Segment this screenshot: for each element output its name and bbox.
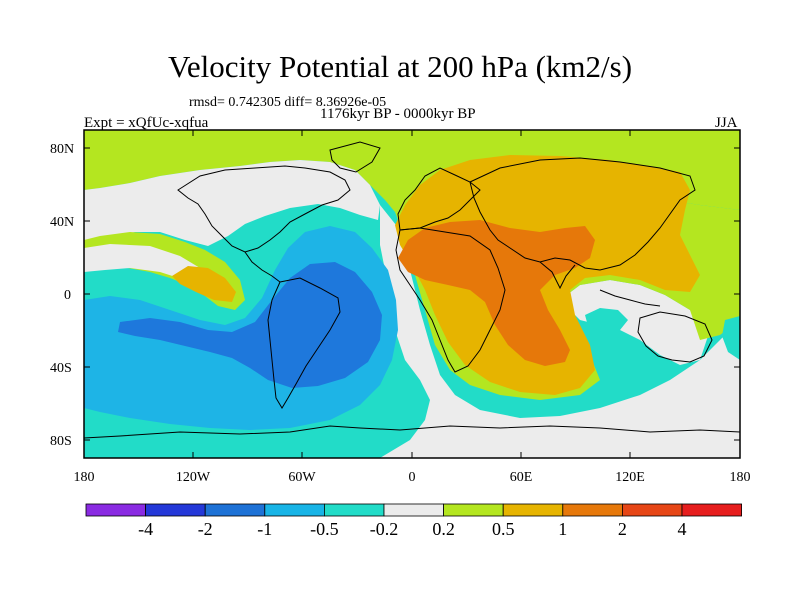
coastline-south-america <box>267 277 341 409</box>
field-strong-negative-core <box>118 262 382 388</box>
chart-title: Velocity Potential at 200 hPa (km2/s) <box>167 49 633 84</box>
colorbar-label: 1 <box>558 519 567 539</box>
colorbar-swatch <box>443 503 504 517</box>
x-tick-120w: 120W <box>176 470 211 485</box>
x-tick-60e: 60E <box>510 470 533 485</box>
colorbar-label: -4 <box>138 519 153 539</box>
y-tick-0: 0 <box>64 288 71 303</box>
x-tick-120e: 120E <box>615 470 645 485</box>
colorbar-label: 2 <box>618 519 627 539</box>
colorbar: -4 -2 -1 -0.5 -0.2 0.2 0.5 1 2 4 <box>85 503 742 539</box>
tick-marks <box>84 130 740 458</box>
experiment-label: Expt = xQfUc-xqfua <box>84 115 209 131</box>
colorbar-swatch <box>562 503 623 517</box>
coastline-india <box>539 261 576 290</box>
colorbar-swatch <box>383 503 444 517</box>
field-neutral-west-strip <box>84 244 228 300</box>
y-tick-40n: 40N <box>50 215 74 230</box>
coastlines <box>84 141 740 439</box>
time-period-label: 1176kyr BP - 0000kyr BP <box>320 106 476 122</box>
coastline-greenland <box>329 141 381 173</box>
coastline-australia <box>637 311 713 363</box>
colorbar-label: 0.5 <box>492 519 515 539</box>
rmsd-diff-stats: rmsd= 0.742305 diff= 8.36926e-05 <box>189 95 387 110</box>
colorbar-swatch <box>85 503 146 517</box>
coastline-indonesia <box>599 289 661 307</box>
field-weak-negative-edge <box>722 316 740 360</box>
colorbar-label: 4 <box>678 519 687 539</box>
coastline-north-america <box>177 165 351 253</box>
colorbar-swatch <box>204 503 266 517</box>
contour-field <box>84 130 740 458</box>
coastline-antarctica <box>84 425 740 439</box>
y-tick-40s: 40S <box>50 361 72 376</box>
colorbar-label: -2 <box>198 519 213 539</box>
colorbar-swatch <box>681 503 742 517</box>
colorbar-swatch <box>264 503 325 517</box>
season-label: JJA <box>715 115 738 131</box>
x-tick-180-left: 180 <box>74 470 95 485</box>
x-tick-60w: 60W <box>288 470 316 485</box>
y-tick-80n: 80N <box>50 142 74 157</box>
field-positive-west <box>172 266 236 302</box>
coastline-africa <box>395 227 506 373</box>
field-neutral-south <box>380 205 740 458</box>
colorbar-label: -1 <box>257 519 272 539</box>
field-neutral-east <box>560 280 710 365</box>
x-tick-0: 0 <box>409 470 416 485</box>
colorbar-swatch <box>323 503 385 517</box>
colorbar-swatch <box>145 503 206 517</box>
colorbar-label: 0.2 <box>432 519 455 539</box>
colorbar-label: -0.2 <box>370 519 399 539</box>
x-tick-180-right: 180 <box>730 470 751 485</box>
colorbar-label: -0.5 <box>310 519 339 539</box>
field-weak-negative-east <box>585 308 628 332</box>
colorbar-swatch <box>622 503 683 517</box>
field-strong-positive-core <box>398 220 595 366</box>
colorbar-swatch <box>502 503 564 517</box>
coastline-asia <box>469 157 696 271</box>
field-neutral-northwest <box>84 160 380 248</box>
y-tick-80s: 80S <box>50 434 72 449</box>
coastline-central-america <box>244 251 281 283</box>
